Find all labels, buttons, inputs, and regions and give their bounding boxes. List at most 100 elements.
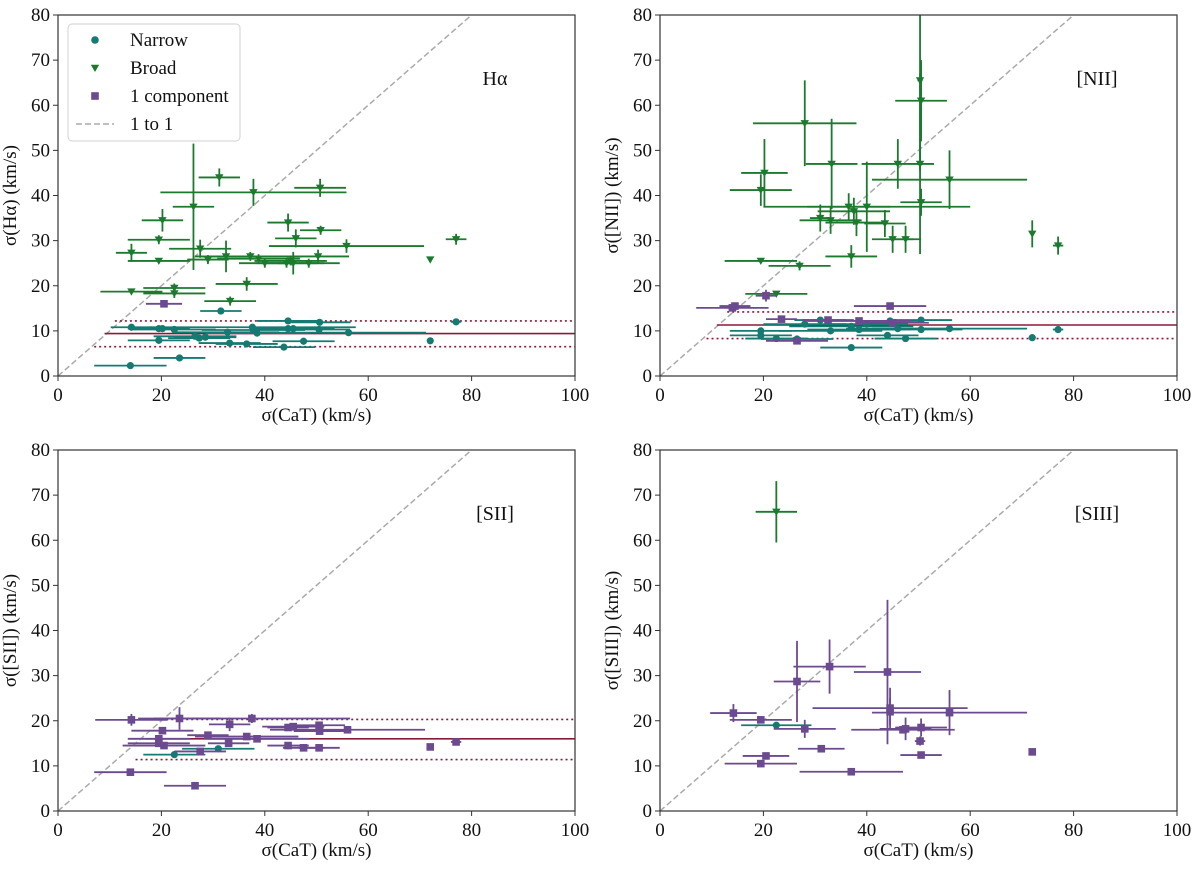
data-point [820, 343, 883, 352]
data-point [742, 752, 790, 760]
x-tick-label: 0 [655, 820, 665, 841]
x-tick-label: 80 [1064, 385, 1083, 406]
data-point [1052, 236, 1064, 255]
narrow-marker [316, 318, 324, 326]
series-broad [724, 15, 1064, 298]
data-point [851, 725, 955, 734]
x-tick-label: 40 [255, 385, 274, 406]
data-point [799, 767, 903, 776]
series-one_component [710, 599, 1037, 776]
one-component-legend-icon [91, 92, 99, 100]
broad-marker [127, 249, 136, 257]
data-point [856, 331, 919, 339]
data-point [268, 239, 425, 253]
data-point [288, 325, 351, 334]
series-narrow [94, 307, 462, 370]
y-tick-label: 60 [31, 95, 50, 116]
data-point [871, 150, 1028, 210]
broad-marker [451, 236, 461, 244]
y-tick-label: 80 [31, 5, 50, 26]
series-broad [755, 481, 798, 543]
one-component-marker [160, 300, 168, 308]
data-point [741, 721, 812, 729]
x-axis-label: σ(CaT) (km/s) [864, 405, 974, 426]
one-component-marker [757, 716, 765, 724]
y-tick-label: 30 [31, 666, 50, 687]
data-point [450, 318, 462, 326]
y-tick-label: 70 [633, 485, 652, 506]
data-point [174, 747, 227, 756]
data-point [765, 337, 829, 345]
one-component-marker [155, 739, 163, 748]
data-point [871, 690, 1028, 736]
narrow-marker [855, 325, 863, 334]
one-component-marker [757, 759, 765, 768]
narrow-marker [170, 750, 178, 759]
x-tick-label: 100 [561, 385, 590, 406]
broad-marker [827, 160, 836, 168]
y-axis-label: σ(Hα) (km/s) [0, 145, 21, 246]
data-point [874, 334, 937, 343]
data-point [127, 257, 190, 265]
one-component-marker [899, 725, 907, 734]
broad-marker [127, 288, 136, 296]
one-component-marker [917, 751, 925, 759]
one-component-marker [160, 741, 168, 750]
x-tick-label: 40 [857, 820, 876, 841]
data-point [450, 738, 462, 746]
y-tick-label: 10 [633, 321, 652, 342]
x-axis-label: σ(CaT) (km/s) [262, 405, 372, 426]
one-component-marker [883, 668, 892, 676]
x-tick-label: 80 [462, 385, 481, 406]
broad-marker [816, 214, 825, 223]
data-point [768, 261, 831, 271]
data-point [895, 60, 947, 142]
one-component-marker [155, 735, 163, 743]
narrow-marker [280, 343, 288, 351]
x-tick-label: 0 [53, 385, 63, 406]
data-point [174, 333, 237, 341]
data-point [915, 73, 925, 255]
panel-title: [SIII] [1075, 503, 1119, 525]
data-point [755, 289, 777, 302]
x-axis-label: σ(CaT) (km/s) [864, 840, 974, 861]
data-point [145, 300, 183, 308]
legend-item-one_component: 1 component [91, 86, 229, 107]
y-tick-label: 80 [633, 440, 652, 461]
narrow-marker [945, 325, 954, 333]
broad-marker [195, 245, 205, 253]
data-point [143, 750, 206, 759]
x-tick-label: 100 [1163, 820, 1192, 841]
one-component-marker [917, 723, 925, 732]
narrow-marker [158, 325, 167, 333]
one-component-marker [793, 677, 801, 686]
data-point [115, 243, 147, 262]
data-point [426, 337, 434, 345]
one-component-marker [343, 725, 352, 734]
broad-marker [1053, 242, 1063, 250]
one-component-marker [945, 708, 954, 717]
data-point [825, 245, 878, 268]
legend-box [67, 23, 241, 142]
y-tick-label: 0 [41, 366, 51, 387]
data-point [853, 302, 927, 310]
data-point [825, 209, 888, 237]
y-tick-label: 0 [643, 801, 653, 822]
broad-marker [254, 255, 263, 263]
data-point [805, 118, 858, 210]
one-component-marker [248, 714, 256, 723]
data-point [198, 339, 261, 347]
x-tick-label: 60 [359, 385, 378, 406]
x-tick-label: 20 [754, 820, 773, 841]
data-point [200, 307, 242, 315]
y-tick-label: 30 [633, 231, 652, 252]
narrow-marker [772, 721, 780, 729]
data-point [856, 318, 929, 327]
broad-marker [893, 160, 903, 168]
narrow-marker [217, 307, 225, 315]
narrow-marker [284, 317, 292, 325]
y-tick-label: 40 [31, 621, 50, 642]
legend-item-broad: Broad [90, 58, 177, 79]
one-component-marker [127, 716, 136, 724]
narrow-marker [289, 325, 297, 333]
